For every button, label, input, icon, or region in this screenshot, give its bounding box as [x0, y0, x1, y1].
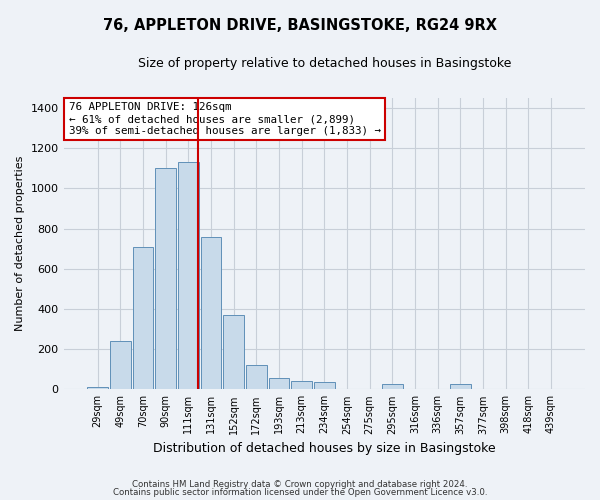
Bar	[382, 384, 403, 390]
Bar	[246, 365, 267, 390]
Text: Contains public sector information licensed under the Open Government Licence v3: Contains public sector information licen…	[113, 488, 487, 497]
Bar	[200, 236, 221, 390]
Bar	[291, 382, 312, 390]
Bar	[269, 378, 289, 390]
Title: Size of property relative to detached houses in Basingstoke: Size of property relative to detached ho…	[137, 58, 511, 70]
X-axis label: Distribution of detached houses by size in Basingstoke: Distribution of detached houses by size …	[153, 442, 496, 455]
Bar	[133, 246, 154, 390]
Bar	[223, 315, 244, 390]
Text: 76 APPLETON DRIVE: 126sqm
← 61% of detached houses are smaller (2,899)
39% of se: 76 APPLETON DRIVE: 126sqm ← 61% of detac…	[69, 102, 381, 136]
Bar	[87, 388, 108, 390]
Bar	[450, 384, 470, 390]
Bar	[314, 382, 335, 390]
Text: Contains HM Land Registry data © Crown copyright and database right 2024.: Contains HM Land Registry data © Crown c…	[132, 480, 468, 489]
Text: 76, APPLETON DRIVE, BASINGSTOKE, RG24 9RX: 76, APPLETON DRIVE, BASINGSTOKE, RG24 9R…	[103, 18, 497, 32]
Bar	[110, 341, 131, 390]
Y-axis label: Number of detached properties: Number of detached properties	[15, 156, 25, 332]
Bar	[178, 162, 199, 390]
Bar	[155, 168, 176, 390]
